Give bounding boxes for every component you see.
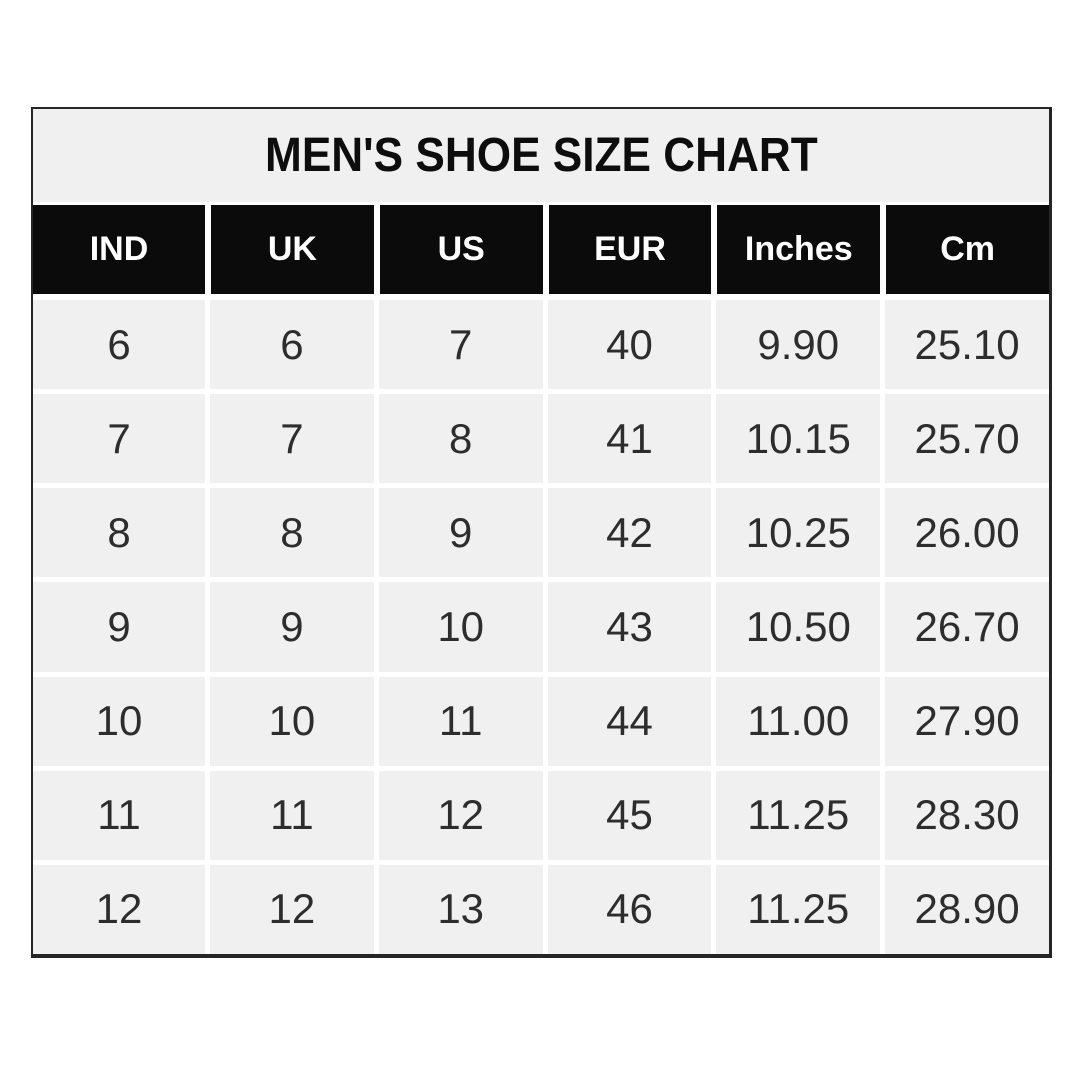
table-cell: 8: [210, 488, 374, 578]
table-cell: 41: [547, 394, 712, 484]
table-cell: 28.90: [885, 864, 1049, 954]
shoe-size-chart: MEN'S SHOE SIZE CHART IND UK US EUR Inches Cm…: [31, 107, 1052, 958]
table-cell: 28.30: [885, 770, 1049, 860]
table-cell: 26.70: [885, 582, 1049, 672]
table-cell: 43: [547, 582, 712, 672]
table-cell: 10: [378, 582, 543, 672]
table-cell: 7: [378, 300, 543, 390]
table-row: 8 8 9 42 10.25 26.00: [33, 488, 1049, 578]
table-cell: 13: [378, 864, 543, 954]
table-cell: 6: [33, 300, 205, 390]
column-header: Cm: [886, 205, 1049, 294]
table-cell: 9: [33, 582, 205, 672]
table-cell: 10.15: [716, 394, 881, 484]
table-cell: 10: [33, 676, 205, 766]
table-row: 9 9 10 43 10.50 26.70: [33, 582, 1049, 672]
table-cell: 8: [33, 488, 205, 578]
table-cell: 46: [547, 864, 712, 954]
table-cell: 11.25: [716, 770, 881, 860]
table-row: 7 7 8 41 10.15 25.70: [33, 394, 1049, 484]
column-header: US: [379, 205, 543, 294]
table-cell: 11: [378, 676, 543, 766]
table-cell: 6: [210, 300, 374, 390]
table-row: 12 12 13 46 11.25 28.90: [33, 864, 1049, 954]
column-header: IND: [33, 205, 205, 294]
table-cell: 9.90: [716, 300, 881, 390]
column-header: UK: [211, 205, 374, 294]
table-cell: 12: [210, 864, 374, 954]
table-cell: 7: [210, 394, 374, 484]
table-cell: 12: [33, 864, 205, 954]
table-body: 6 6 7 40 9.90 25.10 7 7 8 41 10.15 25.70 8 8 9 42 10.25 2…: [33, 300, 1049, 954]
table-cell: 25.70: [885, 394, 1049, 484]
table-cell: 10.25: [716, 488, 881, 578]
table-row: 6 6 7 40 9.90 25.10: [33, 300, 1049, 390]
table-cell: 44: [547, 676, 712, 766]
table-cell: 10: [210, 676, 374, 766]
table-cell: 26.00: [885, 488, 1049, 578]
column-header: EUR: [548, 205, 712, 294]
table-cell: 9: [378, 488, 543, 578]
header-row: IND UK US EUR Inches Cm: [33, 205, 1049, 294]
table-cell: 10.50: [716, 582, 881, 672]
table-cell: 11.00: [716, 676, 881, 766]
table-cell: 8: [378, 394, 543, 484]
table-cell: 12: [378, 770, 543, 860]
table-cell: 11: [33, 770, 205, 860]
table-cell: 25.10: [885, 300, 1049, 390]
table-cell: 11.25: [716, 864, 881, 954]
table-cell: 40: [547, 300, 712, 390]
table-cell: 11: [210, 770, 374, 860]
table-cell: 45: [547, 770, 712, 860]
column-header: Inches: [717, 205, 881, 294]
table-cell: 27.90: [885, 676, 1049, 766]
chart-title: MEN'S SHOE SIZE CHART: [264, 129, 818, 182]
chart-title-bar: MEN'S SHOE SIZE CHART: [33, 109, 1049, 202]
table-row: 11 11 12 45 11.25 28.30: [33, 770, 1049, 860]
table-cell: 42: [547, 488, 712, 578]
table-cell: 9: [210, 582, 374, 672]
table-row: 10 10 11 44 11.00 27.90: [33, 676, 1049, 766]
table-cell: 7: [33, 394, 205, 484]
